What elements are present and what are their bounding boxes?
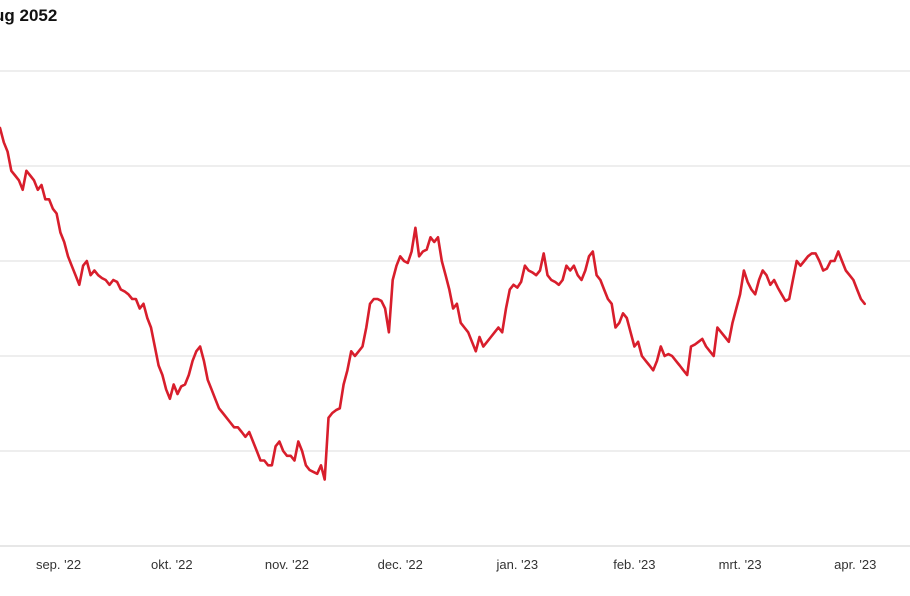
series-line <box>0 126 866 481</box>
x-tick-label: okt. '22 <box>151 557 193 572</box>
grid-layer <box>0 70 910 452</box>
x-tick-label: sep. '22 <box>36 557 81 572</box>
x-tick-label: feb. '23 <box>613 557 655 572</box>
x-tick-label: jan. '23 <box>496 557 539 572</box>
x-tick-label: apr. '23 <box>834 557 876 572</box>
x-tick-label: mrt. '23 <box>719 557 762 572</box>
x-axis: sep. '22 okt. '22 nov. '22 dec. '22 jan. '23… <box>0 545 910 572</box>
x-tick-label: dec. '22 <box>378 557 423 572</box>
series-layer <box>0 126 866 481</box>
chart-title: ug 2052 <box>0 6 58 25</box>
x-tick-label: nov. '22 <box>265 557 309 572</box>
